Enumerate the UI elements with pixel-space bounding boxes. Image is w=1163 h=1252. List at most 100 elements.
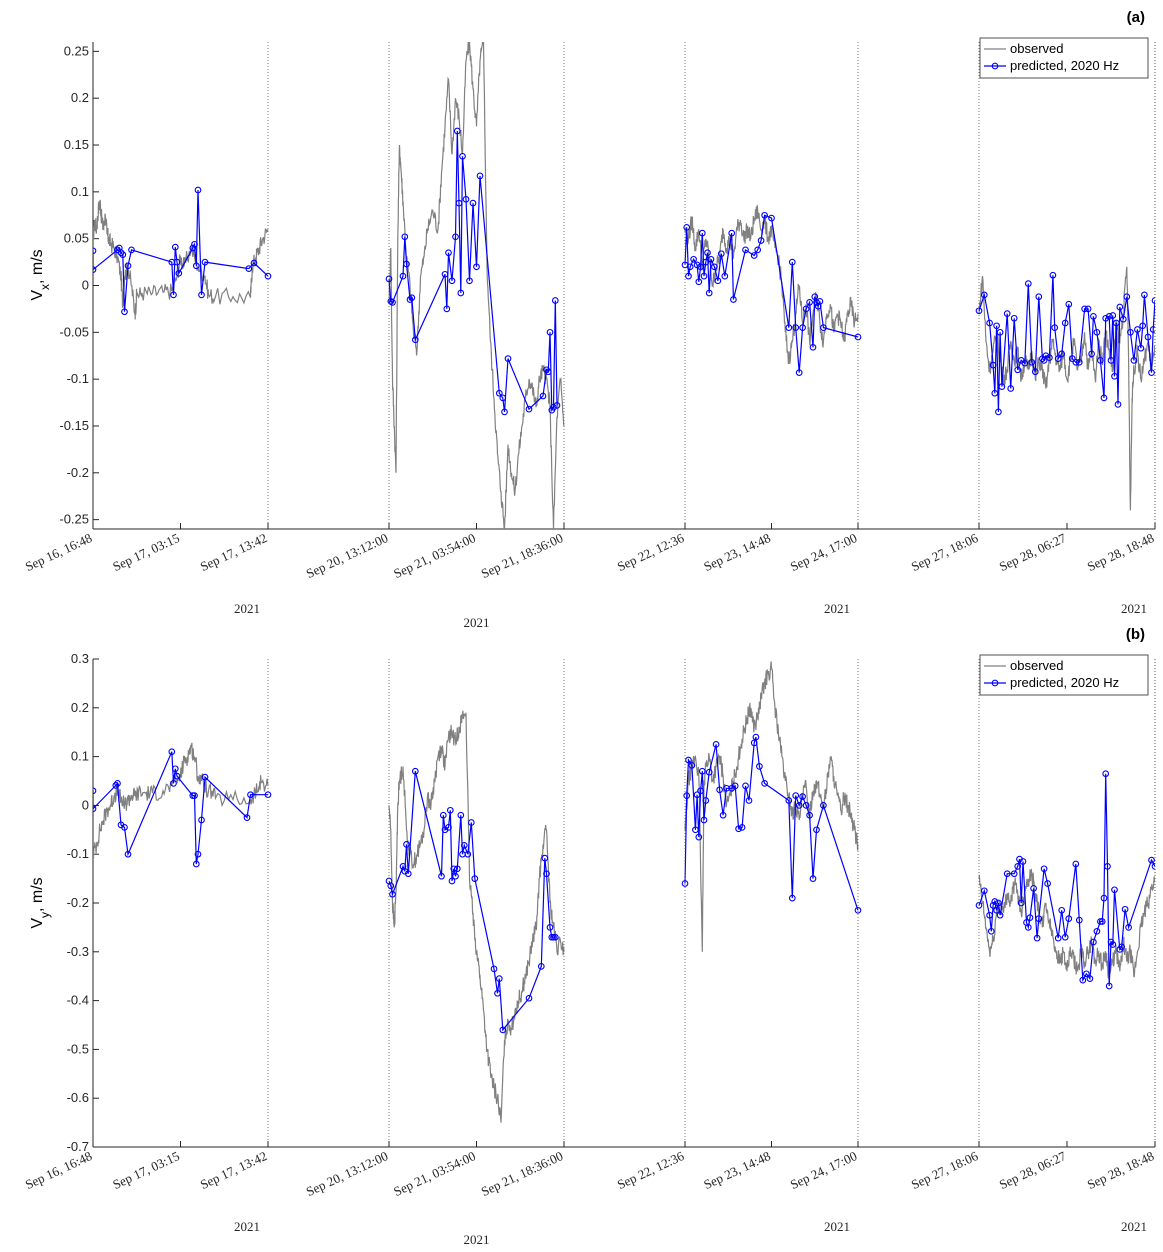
predicted-point [1116, 303, 1124, 311]
predicted-point [448, 277, 456, 285]
predicted-point [469, 199, 477, 207]
predicted-point [93, 266, 97, 273]
y-tick-label: 0.25 [64, 43, 89, 58]
predicted-point [792, 324, 800, 331]
predicted-point [717, 250, 725, 258]
year-label: 2021 [234, 1219, 260, 1234]
legend-predicted-marker [991, 679, 999, 687]
predicted-point [697, 787, 704, 795]
predicted-series-line [684, 214, 859, 373]
predicted-point [683, 792, 691, 799]
predicted-point [490, 965, 498, 973]
predicted-point [742, 782, 749, 790]
predicted-point [1149, 326, 1155, 333]
y-tick-label: 0.1 [71, 749, 89, 764]
predicted-point [792, 792, 800, 799]
predicted-point [170, 291, 177, 299]
predicted-point [1003, 870, 1011, 878]
predicted-point [457, 289, 465, 297]
predicted-point [168, 748, 176, 756]
predicted-point [1093, 927, 1101, 935]
y-tick-label: -0.7 [67, 1139, 89, 1154]
predicted-point [1134, 326, 1141, 333]
predicted-point [525, 994, 533, 1002]
predicted-point [1114, 401, 1122, 408]
predicted-point [809, 875, 817, 882]
predicted-point [730, 296, 737, 303]
predicted-point [1028, 358, 1036, 366]
predicted-point [1104, 863, 1111, 870]
predicted-point [695, 833, 703, 841]
predicted-point [191, 240, 198, 248]
predicted-point [201, 258, 209, 266]
predicted-point [551, 933, 559, 941]
predicted-point [546, 328, 554, 336]
predicted-point [191, 792, 198, 799]
predicted-point [816, 298, 824, 305]
predicted-point [551, 297, 559, 304]
predicted-point [476, 172, 484, 180]
predicted-point [1088, 350, 1095, 358]
predicted-point [750, 252, 758, 259]
predicted-point [495, 389, 503, 397]
predicted-point [802, 802, 810, 809]
predicted-point [445, 824, 452, 831]
predicted-point [795, 369, 803, 376]
predicted-point [112, 782, 120, 789]
predicted-point [738, 824, 746, 831]
legend: observed predicted, 2020 Hz [979, 37, 1149, 79]
predicted-point [799, 793, 806, 800]
predicted-point [1003, 310, 1011, 317]
predicted-point [1007, 385, 1015, 392]
predicted-point [750, 739, 758, 747]
predicted-point [1090, 938, 1097, 946]
y-tick-label: 0.15 [64, 137, 89, 152]
predicted-point [389, 299, 396, 306]
predicted-point [993, 906, 1000, 914]
predicted-point [408, 294, 416, 302]
predicted-point [439, 811, 447, 819]
predicted-point [1125, 924, 1132, 931]
predicted-point [785, 797, 793, 804]
predicted-point [459, 152, 466, 160]
predicted-point [452, 233, 459, 241]
predicted-point [693, 791, 701, 799]
predicted-point [980, 887, 988, 895]
predicted-point [1014, 863, 1022, 870]
observed-series-line [978, 868, 1155, 979]
predicted-point [695, 278, 703, 286]
predicted-point [1137, 344, 1145, 352]
predicted-point [742, 246, 749, 254]
predicted-point [1100, 894, 1108, 902]
observed-series-line [93, 199, 269, 320]
y-tick-label: 0.05 [64, 231, 89, 246]
predicted-point [806, 299, 813, 306]
predicted-point [1148, 369, 1155, 376]
predicted-point [173, 258, 181, 266]
predicted-point [450, 865, 458, 873]
predicted-point [446, 806, 454, 814]
y-tick-label: 0 [82, 797, 89, 812]
predicted-point [171, 765, 179, 773]
predicted-point [692, 826, 699, 834]
predicted-point [989, 361, 997, 369]
predicted-point [1079, 976, 1087, 984]
predicted-point [686, 263, 694, 271]
predicted-point [998, 383, 1006, 390]
predicted-point [1130, 357, 1138, 364]
predicted-point [466, 277, 473, 285]
predicted-point [1042, 352, 1050, 360]
predicted-point [788, 894, 796, 902]
predicted-point [705, 289, 713, 297]
predicted-point [464, 850, 472, 858]
predicted-point [124, 262, 132, 270]
predicted-point [467, 819, 475, 826]
year-label: 2021 [824, 1219, 850, 1234]
predicted-point [683, 224, 691, 231]
predicted-point [1139, 322, 1147, 330]
predicted-point [995, 899, 1002, 907]
predicted-point [93, 805, 97, 813]
predicted-point [243, 814, 251, 821]
predicted-point [501, 408, 508, 416]
predicted-point [1090, 313, 1097, 320]
